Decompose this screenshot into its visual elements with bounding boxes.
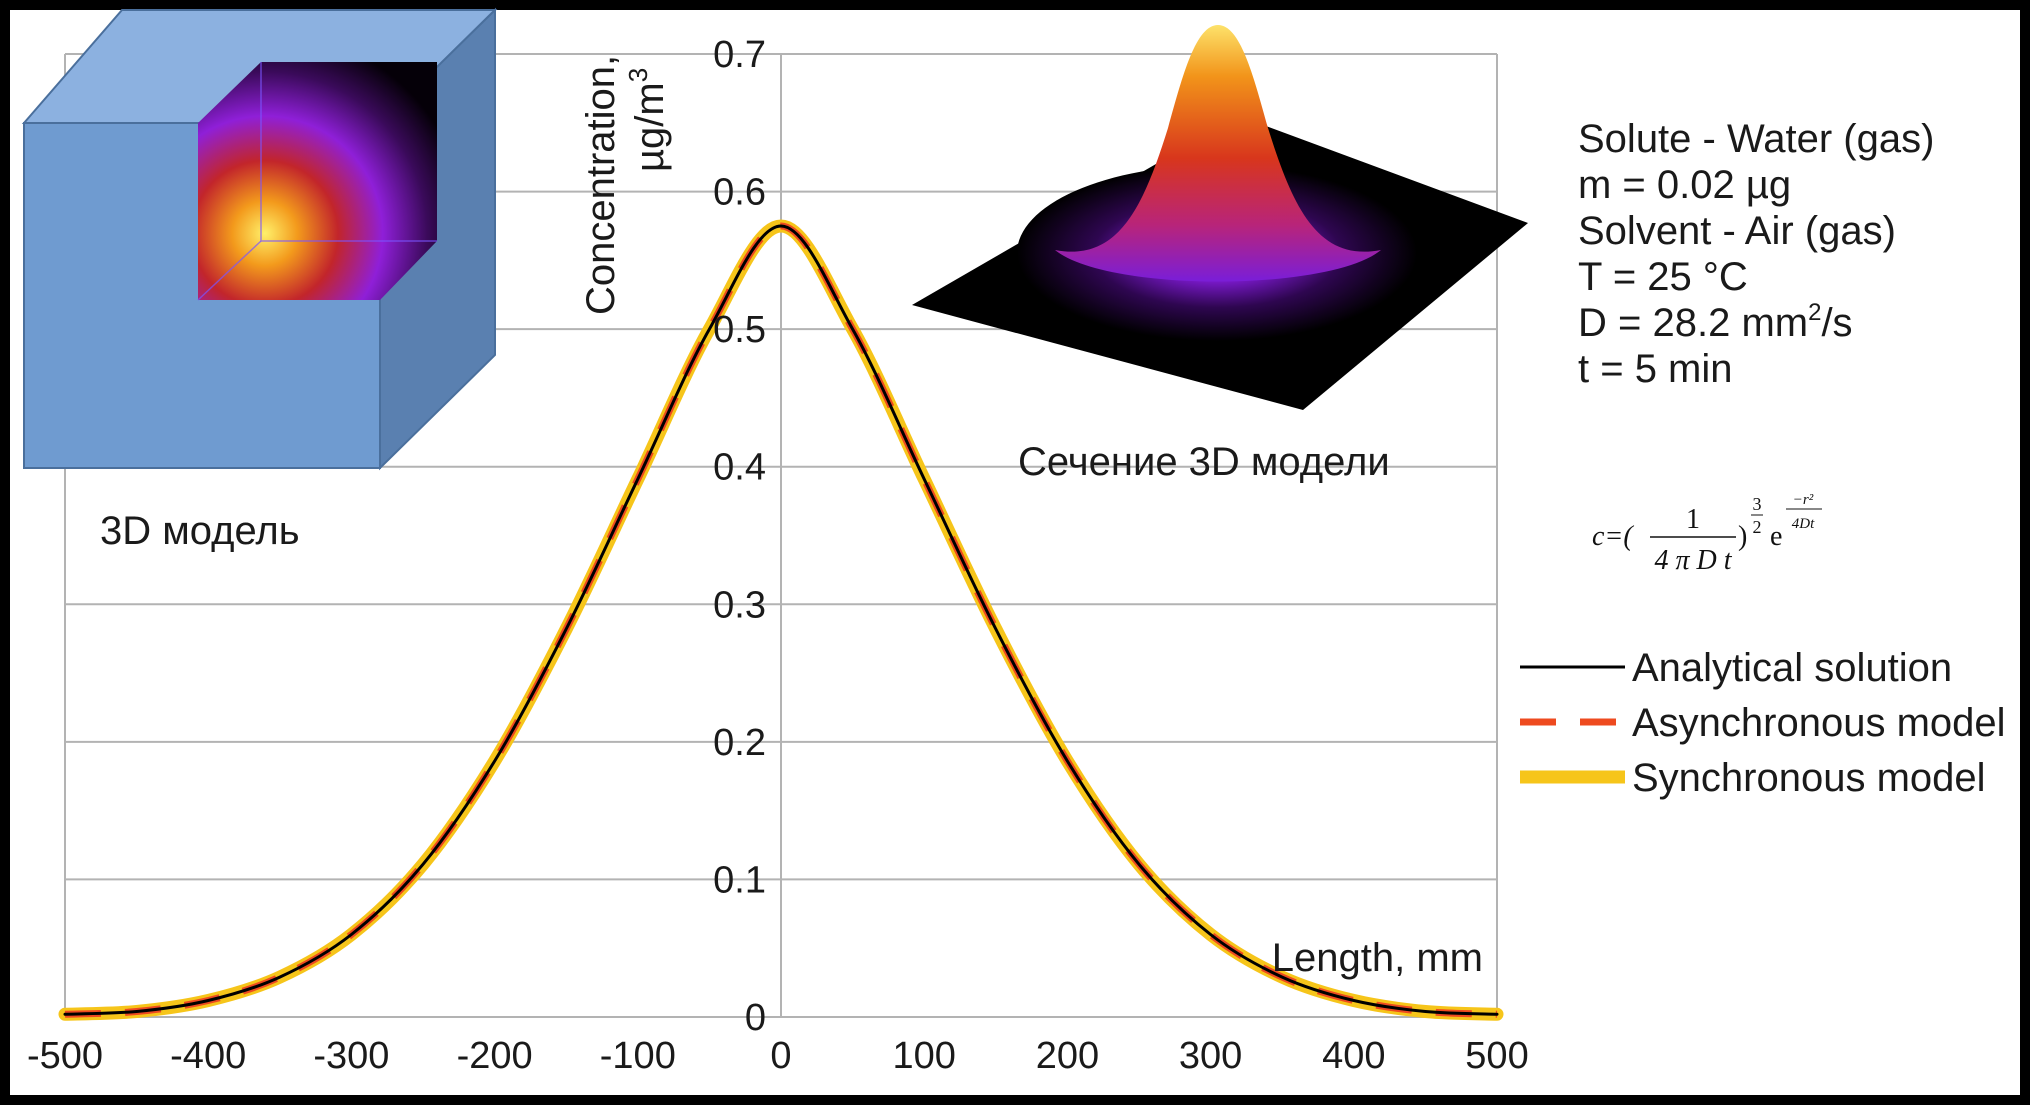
legend-label-asynchronous: Asynchronous model	[1632, 701, 2006, 745]
y-tick-label: 0.3	[713, 584, 766, 626]
series-line-analytical-solution	[63, 224, 1499, 1016]
chart-legend: Analytical solution Asynchronous model S…	[1520, 646, 2006, 800]
formula-lhs: c=(	[1592, 521, 1634, 552]
y-tick-label: 0	[745, 997, 766, 1039]
formula-e-exp-den: 4Dt	[1792, 516, 1815, 532]
caption-section-3d: Сечение 3D модели	[1018, 440, 1390, 484]
y-axis-label-unit: µg/m3	[623, 68, 672, 172]
x-tick-label: 0	[770, 1035, 791, 1077]
y-tick-label: 0.2	[713, 722, 766, 764]
y-axis-label-line1: Concentration,	[579, 55, 623, 315]
legend-label-analytical: Analytical solution	[1632, 646, 1952, 690]
x-tick-label: -400	[170, 1035, 246, 1077]
x-tick-label: 400	[1322, 1035, 1385, 1077]
param-diffusion: D = 28.2 mm2/s	[1578, 299, 1853, 345]
param-solvent: Solvent - Air (gas)	[1578, 209, 1896, 253]
y-axis-label-line2: µg/m	[628, 82, 672, 172]
y-axis-ticks: 0 0.1 0.2 0.3 0.4 0.5 0.6 0.7	[713, 34, 766, 1039]
x-tick-label: -100	[600, 1035, 676, 1077]
param-temperature: T = 25 °C	[1578, 255, 1748, 299]
caption-3d-model: 3D модель	[100, 509, 300, 553]
formula-exp-num: 3	[1753, 494, 1762, 514]
x-tick-label: 300	[1179, 1035, 1242, 1077]
formula-e-exp-num: −r²	[1793, 492, 1814, 508]
param-diffusion-unit: /s	[1821, 301, 1852, 345]
formula-e: e	[1770, 521, 1782, 552]
y-axis-label-sup: 3	[623, 68, 653, 82]
x-axis-ticks: -500 -400 -300 -200 -100 0 100 200 300 400 500	[27, 1035, 1529, 1077]
parameters-block: Solute - Water (gas) m = 0.02 µg Solvent…	[1578, 117, 1934, 391]
x-tick-label: 500	[1465, 1035, 1528, 1077]
x-tick-label: -500	[27, 1035, 103, 1077]
section-peak-surface	[1055, 25, 1381, 282]
x-tick-label: -300	[313, 1035, 389, 1077]
cube-3d-illustration	[21, 7, 498, 471]
section-3d-illustration	[912, 25, 1528, 410]
param-diffusion-value: D = 28.2 mm	[1578, 301, 1808, 345]
formula-denominator: 4 π D t	[1654, 545, 1732, 576]
y-tick-label: 0.4	[713, 447, 766, 489]
formula: c=( 1 4 π D t ) 3 2 e −r² 4Dt	[1592, 492, 1822, 576]
y-axis-label: Concentration,	[579, 55, 623, 315]
legend-label-synchronous: Synchronous model	[1632, 756, 1986, 800]
chart-series	[58, 219, 1504, 1021]
x-tick-label: 100	[892, 1035, 955, 1077]
x-tick-label: -200	[457, 1035, 533, 1077]
param-diffusion-sup: 2	[1808, 299, 1821, 326]
formula-numerator: 1	[1686, 504, 1700, 535]
param-mass: m = 0.02 µg	[1578, 163, 1791, 207]
y-tick-label: 0.7	[713, 34, 766, 76]
x-tick-label: 200	[1036, 1035, 1099, 1077]
formula-exp-den: 2	[1753, 517, 1762, 537]
y-tick-label: 0.6	[713, 172, 766, 214]
formula-rparen: )	[1738, 521, 1747, 552]
param-time: t = 5 min	[1578, 347, 1733, 391]
y-tick-label: 0.1	[713, 859, 766, 901]
cube-cutout-heatmap	[198, 62, 437, 300]
param-solute: Solute - Water (gas)	[1578, 117, 1934, 161]
y-tick-label: 0.5	[713, 309, 766, 351]
cube-cutout-diagonal	[197, 240, 262, 301]
x-axis-label: Length, mm	[1272, 936, 1483, 980]
